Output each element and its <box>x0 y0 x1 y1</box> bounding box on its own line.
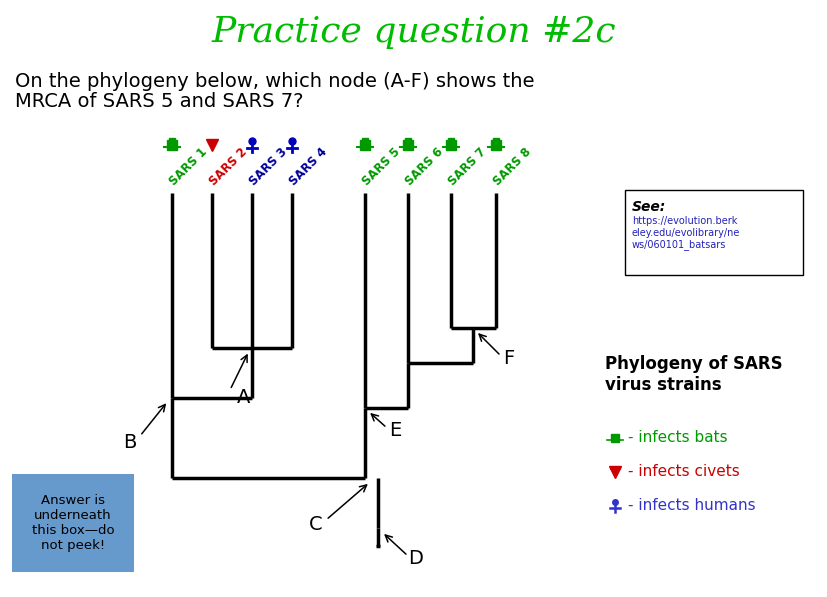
Text: Practice question #2c: Practice question #2c <box>212 15 615 49</box>
Text: MRCA of SARS 5 and SARS 7?: MRCA of SARS 5 and SARS 7? <box>15 92 304 111</box>
Text: SARS 4: SARS 4 <box>286 145 329 188</box>
Text: Phylogeny of SARS
virus strains: Phylogeny of SARS virus strains <box>605 355 782 394</box>
Text: - infects bats: - infects bats <box>627 430 727 445</box>
Bar <box>624 190 802 275</box>
Text: SARS 8: SARS 8 <box>490 145 533 188</box>
Text: E: E <box>389 421 400 440</box>
Text: SARS 3: SARS 3 <box>246 145 289 188</box>
Text: B: B <box>123 433 136 452</box>
Text: SARS 1: SARS 1 <box>166 145 209 188</box>
Text: On the phylogeny below, which node (A-F) shows the: On the phylogeny below, which node (A-F)… <box>15 72 534 91</box>
Text: https://evolution.berk
eley.edu/evolibrary/ne
ws/060101_batsars: https://evolution.berk eley.edu/evolibra… <box>631 216 739 250</box>
Text: D: D <box>408 549 423 568</box>
Text: - infects civets: - infects civets <box>627 464 739 479</box>
Text: Answer is
underneath
this box—do
not peek!: Answer is underneath this box—do not pee… <box>31 494 114 552</box>
Text: SARS 2: SARS 2 <box>207 145 249 188</box>
Text: C: C <box>308 515 323 534</box>
Text: A: A <box>237 388 251 407</box>
Text: SARS 5: SARS 5 <box>360 145 402 188</box>
Text: SARS 7: SARS 7 <box>445 145 488 188</box>
Bar <box>12 474 134 572</box>
Text: See:: See: <box>631 200 666 214</box>
Text: - infects humans: - infects humans <box>627 498 755 513</box>
Text: F: F <box>503 349 514 368</box>
Text: SARS 6: SARS 6 <box>402 145 445 188</box>
